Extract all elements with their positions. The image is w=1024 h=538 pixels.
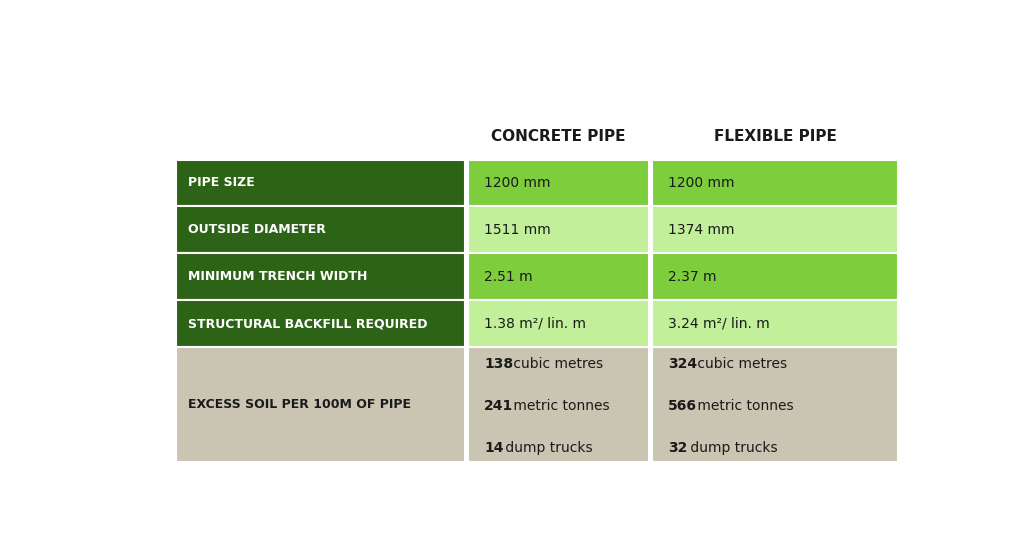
- Bar: [468, 347, 649, 462]
- Text: 2.51 m: 2.51 m: [484, 270, 532, 284]
- Bar: [176, 300, 465, 347]
- Text: 32: 32: [668, 442, 687, 456]
- Bar: [176, 159, 465, 207]
- Bar: [176, 253, 465, 300]
- Text: cubic metres: cubic metres: [693, 357, 787, 371]
- Text: CONCRETE PIPE: CONCRETE PIPE: [492, 130, 626, 144]
- Text: FLEXIBLE PIPE: FLEXIBLE PIPE: [714, 130, 837, 144]
- Bar: [652, 159, 898, 207]
- Text: 241: 241: [484, 399, 513, 414]
- Text: dump trucks: dump trucks: [686, 442, 777, 456]
- Bar: [176, 207, 465, 253]
- Text: 566: 566: [668, 399, 697, 414]
- Bar: [652, 347, 898, 462]
- Text: metric tonnes: metric tonnes: [693, 399, 794, 414]
- Bar: [468, 253, 649, 300]
- Text: 1511 mm: 1511 mm: [484, 223, 551, 237]
- Text: 14: 14: [484, 442, 504, 456]
- Bar: [652, 300, 898, 347]
- Text: PIPE SIZE: PIPE SIZE: [187, 176, 254, 189]
- Bar: [468, 159, 649, 207]
- Text: 3.24 m²/ lin. m: 3.24 m²/ lin. m: [668, 317, 770, 331]
- Bar: [176, 347, 465, 462]
- Text: 1200 mm: 1200 mm: [484, 176, 551, 190]
- Text: 324: 324: [668, 357, 697, 371]
- Text: MINIMUM TRENCH WIDTH: MINIMUM TRENCH WIDTH: [187, 270, 367, 284]
- Text: 2.37 m: 2.37 m: [668, 270, 717, 284]
- Text: STRUCTURAL BACKFILL REQUIRED: STRUCTURAL BACKFILL REQUIRED: [187, 317, 427, 330]
- Bar: [652, 207, 898, 253]
- Bar: [468, 207, 649, 253]
- Text: 1.38 m²/ lin. m: 1.38 m²/ lin. m: [484, 317, 586, 331]
- Text: OUTSIDE DIAMETER: OUTSIDE DIAMETER: [187, 223, 326, 236]
- Text: 1374 mm: 1374 mm: [668, 223, 734, 237]
- Text: 138: 138: [484, 357, 513, 371]
- Text: dump trucks: dump trucks: [502, 442, 593, 456]
- Text: metric tonnes: metric tonnes: [509, 399, 609, 414]
- Bar: [468, 300, 649, 347]
- Text: 1200 mm: 1200 mm: [668, 176, 734, 190]
- Text: cubic metres: cubic metres: [509, 357, 603, 371]
- Bar: [652, 253, 898, 300]
- Text: EXCESS SOIL PER 100M OF PIPE: EXCESS SOIL PER 100M OF PIPE: [187, 398, 411, 411]
